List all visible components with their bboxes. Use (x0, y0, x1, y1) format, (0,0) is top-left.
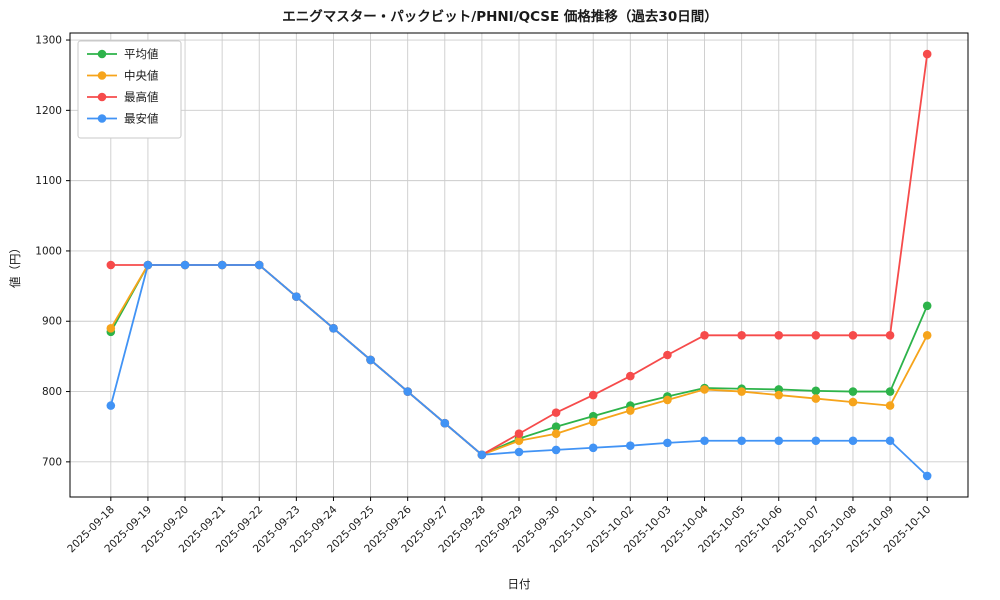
data-point-min (106, 401, 116, 410)
data-point-min (254, 260, 264, 270)
y-tick-label: 700 (42, 456, 62, 468)
series-min (106, 260, 932, 481)
data-point-average (848, 387, 858, 396)
y-tick-label: 1000 (35, 245, 62, 257)
data-point-min (217, 260, 227, 270)
data-point-max (922, 49, 932, 59)
x-axis: 2025-09-182025-09-192025-09-202025-09-21… (65, 497, 933, 555)
y-axis-label: 値（円） (8, 242, 22, 288)
data-point-median (774, 390, 784, 400)
data-point-median (848, 397, 858, 407)
data-point-min (848, 436, 858, 446)
data-point-median (885, 401, 895, 410)
data-point-median (700, 385, 709, 394)
data-point-median (106, 323, 116, 333)
data-point-max (626, 371, 635, 381)
data-point-max (588, 390, 598, 400)
data-point-min (403, 387, 412, 396)
legend-label-average: 平均値 (124, 47, 159, 61)
data-point-min (774, 436, 784, 446)
data-point-max (551, 408, 561, 417)
data-point-min (922, 471, 932, 481)
data-point-min (737, 436, 746, 446)
data-point-average (811, 386, 821, 396)
y-tick-label: 1300 (35, 35, 62, 47)
data-point-min (885, 436, 895, 446)
y-tick-label: 800 (42, 386, 62, 398)
data-point-average (885, 387, 895, 396)
data-point-min (366, 355, 375, 365)
data-point-max (663, 350, 672, 360)
chart-title: エニグマスター・パックビット/PHNI/QCSE 価格推移（過去30日間） (282, 8, 717, 25)
y-tick-label: 1200 (35, 105, 62, 117)
y-tick-label: 900 (42, 316, 62, 328)
data-point-max (514, 429, 524, 439)
data-point-min (588, 443, 598, 453)
data-point-max (106, 260, 116, 270)
data-point-min (329, 323, 338, 333)
legend-label-median: 中央値 (124, 69, 159, 83)
data-point-min (663, 438, 672, 448)
data-point-min (180, 260, 190, 270)
legend-label-min: 最安値 (124, 112, 159, 126)
data-point-min (477, 450, 487, 460)
data-point-min (143, 260, 153, 270)
data-point-min (440, 418, 450, 428)
x-axis-label: 日付 (508, 577, 531, 591)
data-point-max (885, 331, 895, 340)
y-axis: 700 800 900 1000 1100 1200 1300 (35, 35, 70, 468)
legend-marker-average (97, 49, 107, 59)
legend-marker-max (97, 92, 107, 102)
data-point-min (811, 436, 821, 446)
data-point-min (514, 447, 524, 457)
data-point-max (774, 331, 784, 340)
data-point-median (551, 429, 561, 439)
legend-marker-median (97, 71, 107, 80)
legend-marker-min (97, 114, 107, 123)
data-point-median (588, 417, 598, 427)
legend-label-max: 最高値 (124, 90, 159, 104)
data-point-median (922, 331, 932, 340)
data-point-min (700, 436, 709, 446)
data-point-median (737, 387, 746, 396)
data-point-max (811, 331, 821, 340)
data-point-median (626, 406, 635, 415)
data-point-max (700, 331, 709, 340)
data-point-average (551, 422, 561, 431)
data-point-max (848, 331, 858, 340)
data-point-average (922, 301, 932, 311)
data-point-median (811, 394, 821, 403)
data-point-max (737, 331, 746, 340)
data-point-min (292, 292, 301, 301)
data-point-min (551, 445, 561, 455)
data-point-min (626, 441, 635, 450)
data-point-median (663, 395, 672, 405)
data-point-median (514, 436, 524, 446)
y-tick-label: 1100 (35, 175, 62, 187)
